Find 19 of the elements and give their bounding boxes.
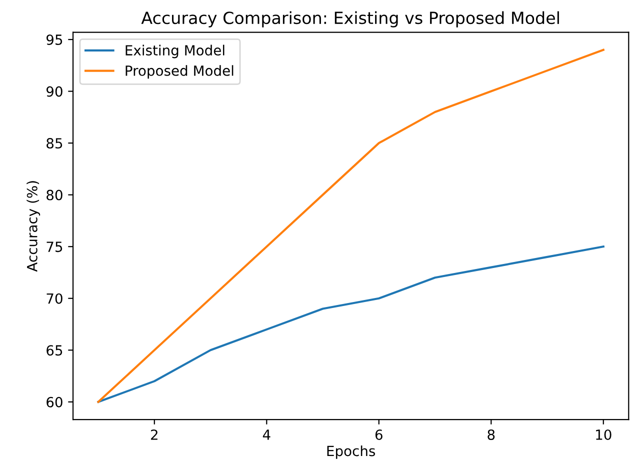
- y-tick-label: 70: [46, 293, 62, 304]
- x-tick-label: 10: [596, 429, 612, 440]
- x-tick-label: 4: [262, 430, 270, 440]
- x-axis-title: Epochs: [327, 445, 376, 459]
- line-series: [97, 246, 604, 403]
- y-tick-label: 90: [46, 86, 62, 97]
- legend-label: Existing Model: [126, 44, 224, 58]
- y-tick-label: 65: [46, 345, 62, 356]
- x-tick-label: 2: [151, 429, 158, 440]
- y-tick-label: 85: [46, 138, 62, 149]
- y-axis-title: Accuracy (%): [26, 181, 40, 272]
- x-tick-label: 8: [488, 429, 495, 440]
- legend-label: Proposed Model: [126, 65, 234, 79]
- chart-title: Accuracy Comparison: Existing vs Proposed Model: [141, 11, 559, 28]
- y-tick-label: 60: [46, 396, 62, 408]
- y-tick-label: 75: [46, 242, 62, 252]
- x-tick-label: 6: [375, 429, 382, 440]
- y-tick-label: 80: [46, 190, 62, 200]
- y-tick-label: 95: [46, 34, 62, 45]
